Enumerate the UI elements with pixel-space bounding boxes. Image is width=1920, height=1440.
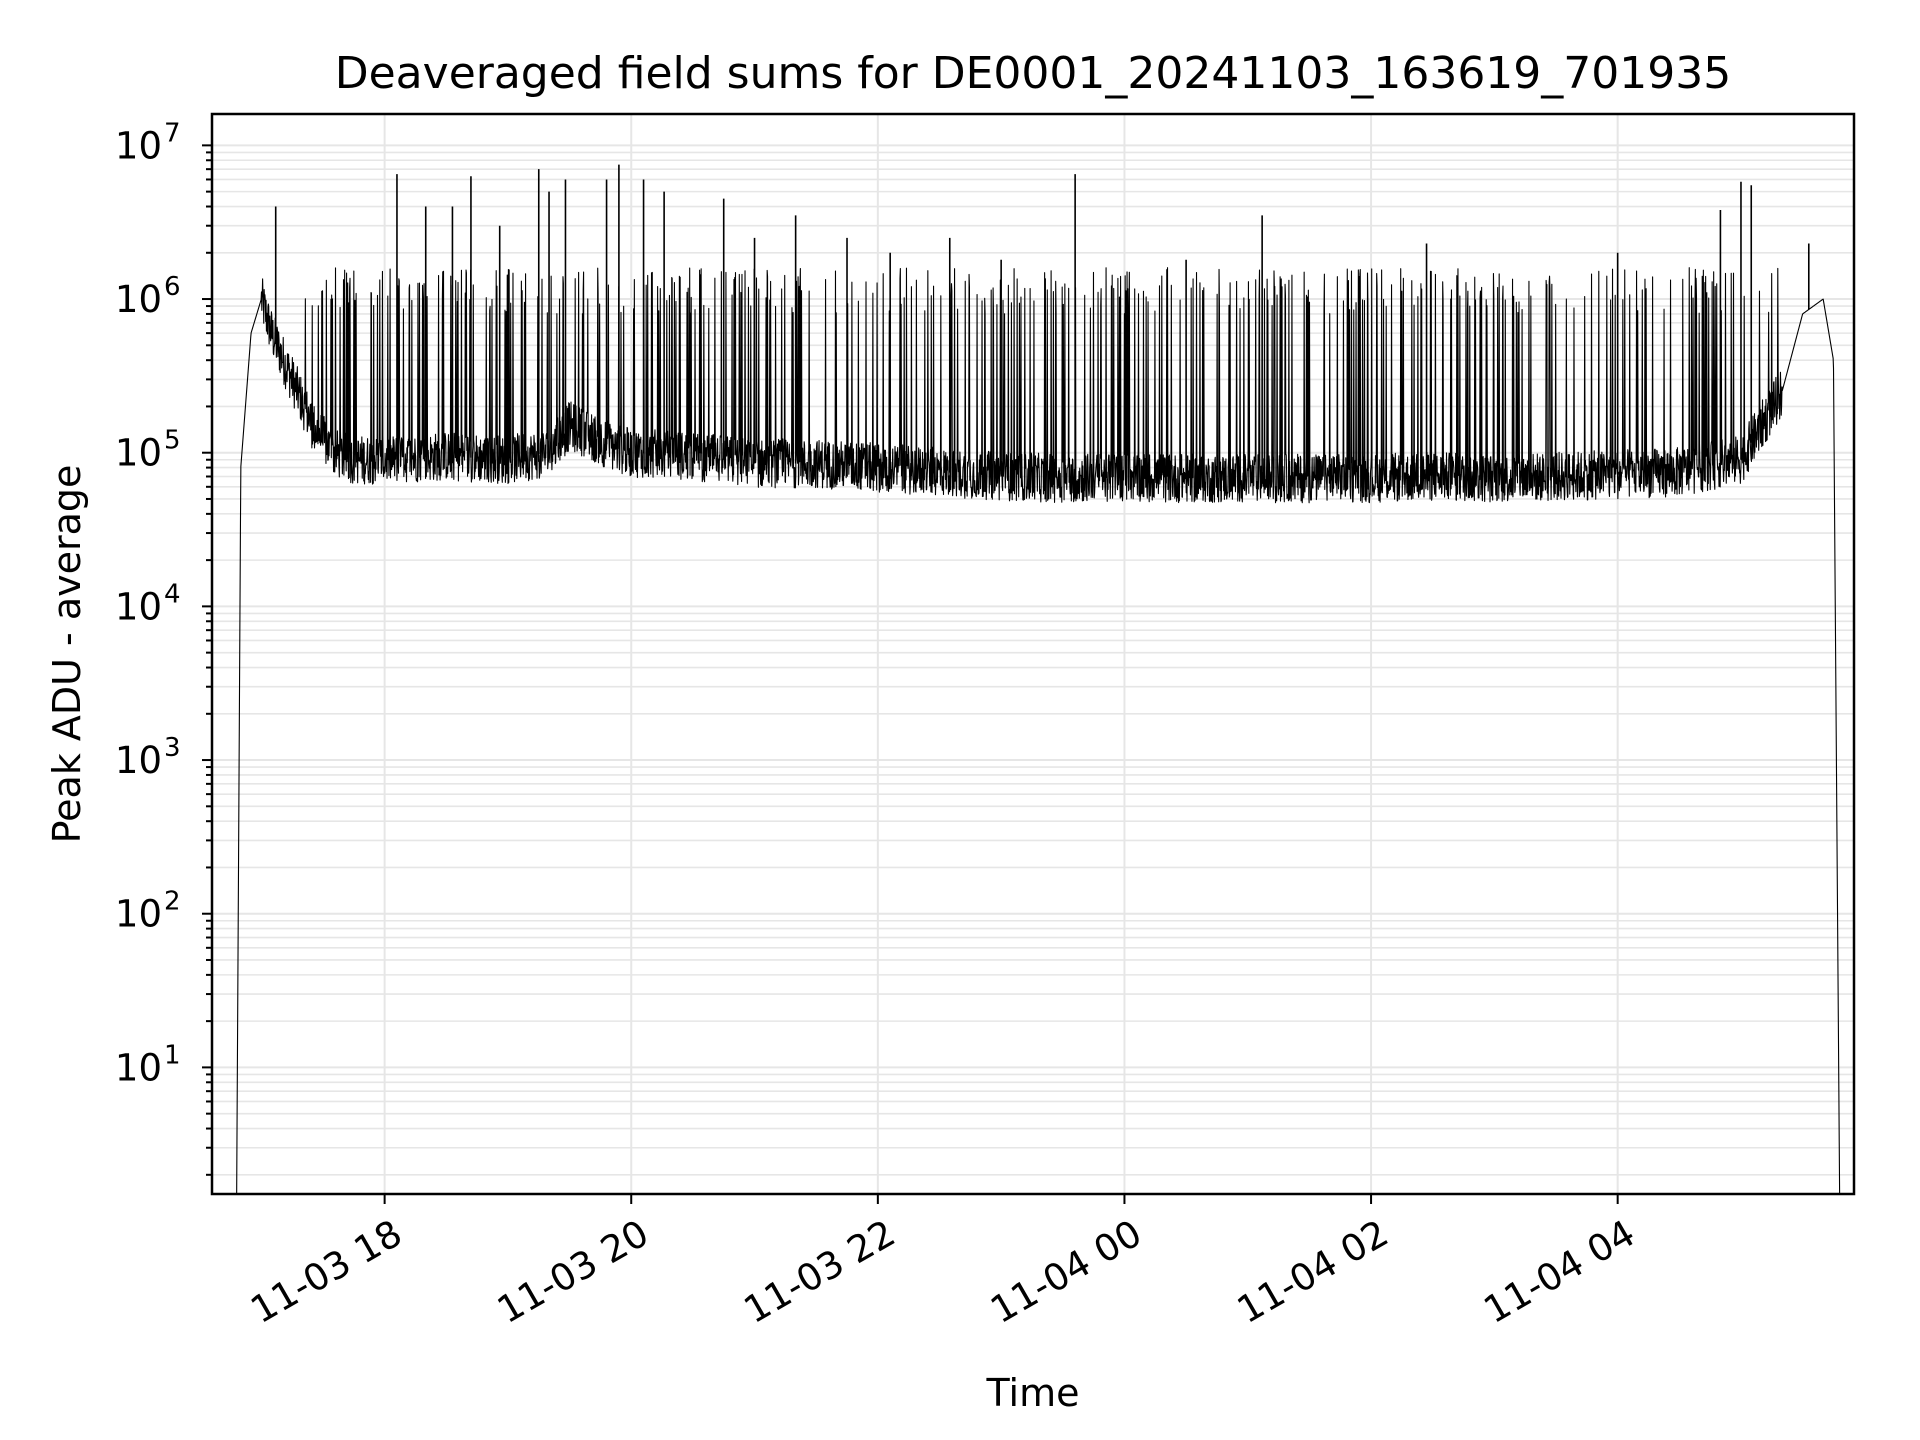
y-tick-exponent: 2	[164, 887, 181, 917]
y-tick-exponent: 3	[164, 733, 181, 763]
y-tick-label: 10	[115, 1046, 162, 1089]
y-tick-label: 10	[115, 278, 162, 321]
grid-lines	[212, 114, 1854, 1194]
y-axis-label: Peak ADU - average	[45, 465, 89, 844]
y-tick-label: 10	[115, 124, 162, 167]
y-tick-exponent: 4	[164, 579, 181, 609]
data-layer	[236, 164, 1841, 1195]
y-tick-exponent: 1	[164, 1040, 181, 1070]
y-tick-exponent: 5	[164, 426, 181, 456]
y-tick-exponent: 6	[164, 272, 181, 302]
x-axis-label: Time	[986, 1371, 1080, 1415]
y-tick-label: 10	[115, 739, 162, 782]
y-tick-label: 10	[115, 585, 162, 628]
data-series-line	[236, 267, 1841, 1195]
y-tick-label: 10	[115, 432, 162, 475]
y-tick-label: 10	[115, 893, 162, 936]
y-tick-exponent: 7	[164, 118, 181, 148]
plot-frame	[210, 112, 1856, 1196]
chart-title: Deaveraged field sums for DE0001_2024110…	[335, 48, 1732, 99]
